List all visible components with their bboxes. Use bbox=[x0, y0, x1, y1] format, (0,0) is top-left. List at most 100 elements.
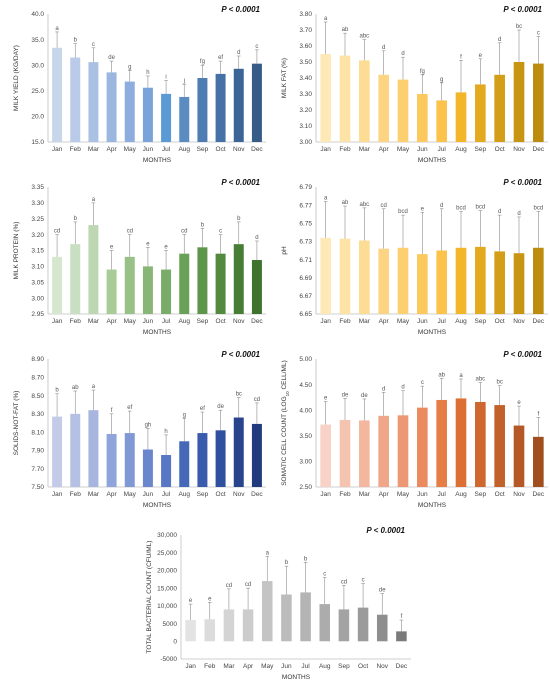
y-tick-label: 3.60 bbox=[299, 43, 312, 50]
x-tick-label: Oct bbox=[216, 146, 226, 153]
x-tick-label: Aug bbox=[455, 318, 467, 325]
significance-letter: cd bbox=[54, 229, 60, 235]
significance-letter: a bbox=[92, 384, 96, 390]
significance-letter: de bbox=[379, 587, 386, 593]
y-tick-label: 8.50 bbox=[31, 393, 44, 400]
bar-jun bbox=[142, 449, 153, 487]
y-tick-label: 0 bbox=[173, 638, 177, 645]
y-tick-label: 3.70 bbox=[299, 27, 312, 34]
significance-letter: c bbox=[362, 578, 365, 584]
x-tick-label: Sep bbox=[475, 146, 487, 153]
x-tick-label: Nov bbox=[376, 663, 388, 670]
x-tick-label: Feb bbox=[70, 318, 82, 325]
significance-letter: d bbox=[382, 386, 385, 392]
x-tick-label: Apr bbox=[107, 491, 118, 498]
bar-aug bbox=[319, 604, 331, 642]
significance-letter: ab bbox=[342, 27, 349, 33]
x-tick-label: Aug bbox=[455, 146, 467, 153]
x-tick-label: Oct bbox=[358, 663, 368, 670]
y-tick-label: 3.50 bbox=[299, 433, 312, 440]
x-tick-label: May bbox=[397, 491, 410, 498]
x-tick-label: Feb bbox=[70, 491, 82, 498]
bar-oct bbox=[494, 251, 505, 314]
y-tick-label: 8.90 bbox=[31, 356, 44, 363]
bar-dec bbox=[251, 423, 262, 487]
x-tick-label: Feb bbox=[70, 146, 82, 153]
x-tick-label: Nov bbox=[513, 146, 525, 153]
bar-apr bbox=[106, 269, 117, 314]
x-tick-label: Dec bbox=[533, 491, 545, 498]
bar-may bbox=[124, 256, 135, 314]
significance-letter: b bbox=[304, 556, 308, 562]
significance-letter: e bbox=[479, 53, 483, 59]
significance-letter: f bbox=[401, 614, 403, 620]
bar-apr bbox=[378, 248, 389, 314]
x-tick-label: Apr bbox=[379, 491, 390, 498]
bar-oct bbox=[494, 74, 505, 142]
significance-letter: b bbox=[285, 560, 289, 566]
significance-letter: cd bbox=[254, 397, 260, 403]
x-tick-label: Sep bbox=[197, 146, 209, 153]
y-tick-label: 7.70 bbox=[31, 466, 44, 473]
bar-sep bbox=[475, 84, 486, 142]
y-tick-label: 8.30 bbox=[31, 411, 44, 418]
significance-letter: de bbox=[217, 404, 224, 410]
bar-feb bbox=[339, 238, 351, 314]
bar-feb bbox=[204, 619, 216, 642]
bar-dec bbox=[396, 631, 407, 642]
x-tick-label: Apr bbox=[379, 318, 390, 325]
bar-jun bbox=[417, 407, 428, 487]
bar-sep bbox=[475, 246, 486, 314]
bar-dec bbox=[251, 260, 262, 314]
bar-feb bbox=[70, 244, 81, 314]
x-tick-label: Jul bbox=[162, 146, 171, 153]
bar-jun bbox=[417, 94, 428, 142]
x-tick-label: Dec bbox=[396, 663, 408, 670]
bar-jun bbox=[142, 266, 153, 314]
x-tick-label: Nov bbox=[233, 491, 245, 498]
significance-letter: b bbox=[55, 388, 59, 394]
significance-letter: a bbox=[266, 550, 270, 556]
significance-letter: fg bbox=[200, 59, 205, 65]
bar-jan bbox=[52, 416, 63, 487]
y-tick-label: 5000 bbox=[163, 621, 178, 628]
x-tick-label: Jan bbox=[52, 146, 63, 153]
y-tick-label: 6.77 bbox=[299, 202, 312, 209]
x-tick-label: Mar bbox=[88, 318, 100, 325]
x-tick-label: Aug bbox=[178, 491, 190, 498]
y-tick-label: 8.10 bbox=[31, 429, 44, 436]
x-tick-label: Feb bbox=[339, 146, 351, 153]
significance-letter: d bbox=[498, 37, 501, 43]
x-tick-label: Oct bbox=[495, 146, 505, 153]
significance-letter: d bbox=[498, 209, 501, 215]
y-tick-label: 3.80 bbox=[299, 11, 312, 18]
bar-may bbox=[124, 81, 135, 142]
x-tick-label: Oct bbox=[216, 318, 226, 325]
significance-letter: cd bbox=[245, 582, 251, 588]
significance-letter: bcd bbox=[475, 205, 485, 211]
x-tick-label: Dec bbox=[251, 318, 263, 325]
x-tick-label: Feb bbox=[204, 663, 216, 670]
x-tick-label: May bbox=[124, 491, 137, 498]
significance-letter: ef bbox=[127, 405, 132, 411]
bar-jan bbox=[52, 47, 63, 142]
bar-mar bbox=[88, 62, 99, 142]
x-tick-label: Jul bbox=[438, 491, 447, 498]
bar-jul bbox=[161, 269, 172, 314]
significance-letter: j bbox=[183, 79, 185, 85]
x-tick-label: Jan bbox=[320, 491, 331, 498]
bar-apr bbox=[378, 415, 389, 487]
significance-letter: bc bbox=[516, 24, 522, 30]
significance-letter: h bbox=[164, 429, 167, 435]
x-tick-label: Sep bbox=[338, 663, 350, 670]
x-axis-label: MONTHS bbox=[418, 502, 447, 509]
x-tick-label: May bbox=[397, 146, 410, 153]
significance-letter: a bbox=[92, 197, 96, 203]
x-tick-label: Jun bbox=[281, 663, 292, 670]
x-tick-label: Oct bbox=[495, 318, 505, 325]
bar-jun bbox=[142, 87, 153, 142]
significance-letter: e bbox=[110, 245, 114, 251]
significance-letter: g bbox=[440, 77, 443, 83]
bar-aug bbox=[179, 253, 190, 314]
bar-oct bbox=[215, 73, 226, 142]
